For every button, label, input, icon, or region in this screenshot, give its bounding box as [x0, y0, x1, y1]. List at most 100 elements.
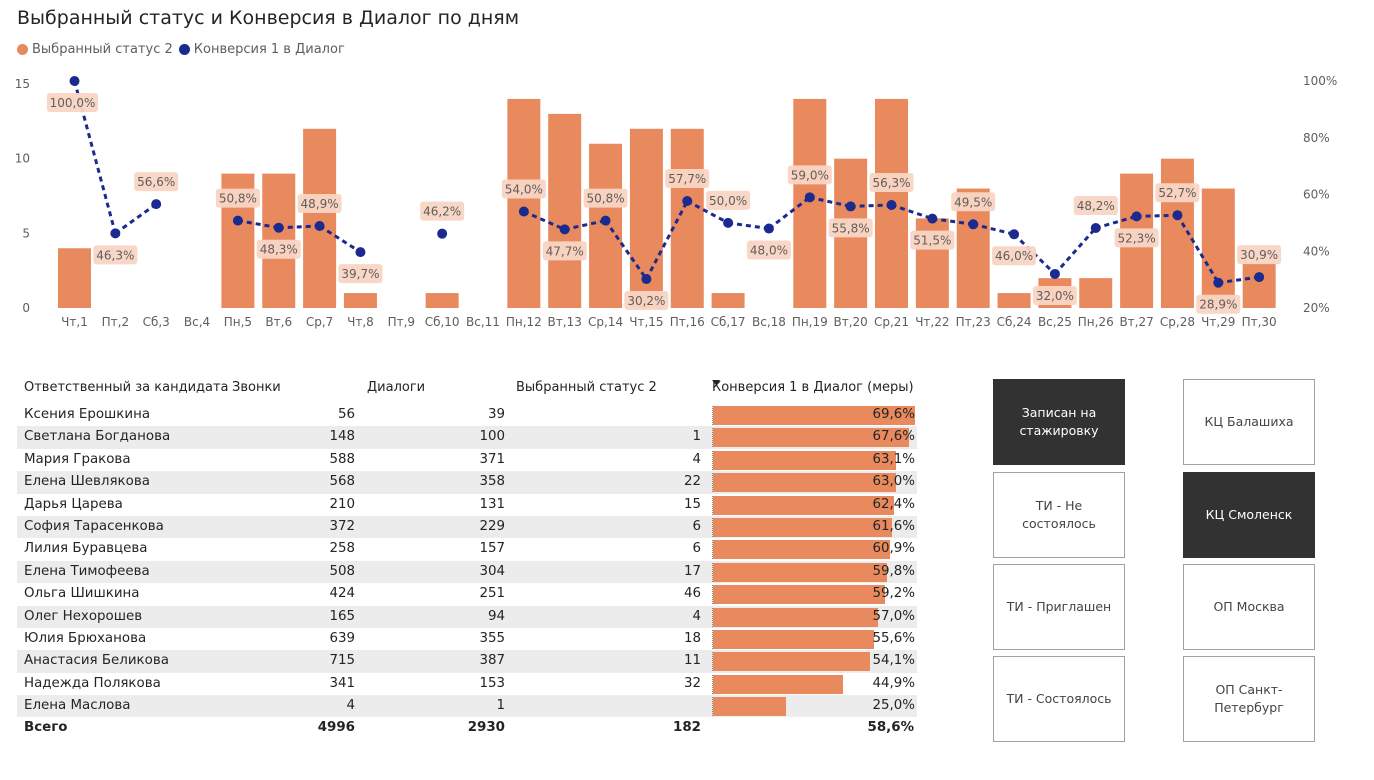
data-label: 56,3% [872, 176, 910, 190]
series-line-segment [1053, 226, 1097, 275]
legend-swatch-status [17, 44, 28, 55]
table-row[interactable]: Анастасия Беликова 715 387 11 54,1% [17, 650, 917, 673]
data-label-bg [420, 201, 465, 221]
x-tick-label: Сб,10 [425, 315, 460, 329]
table-row[interactable]: Елена Маслова 4 1 25,0% [17, 695, 917, 718]
slicer-office-smolensk[interactable]: КЦ Смоленск [1183, 472, 1315, 558]
cell-name: Мария Гракова [24, 451, 131, 467]
col-header-status[interactable]: Выбранный статус 2 [516, 380, 657, 395]
y-left-tick-label: 10 [15, 152, 30, 166]
line-point [723, 217, 734, 228]
slicer-status-not-held[interactable]: ТИ - Не состоялось [993, 472, 1125, 558]
data-label: 50,8% [219, 192, 257, 206]
table-row[interactable]: Надежда Полякова 341 153 32 44,9% [17, 673, 917, 695]
data-label: 50,0% [709, 194, 747, 208]
slicer-office-balashikha[interactable]: КЦ Балашиха [1183, 379, 1315, 465]
line-point [151, 199, 162, 210]
line-point [232, 215, 243, 226]
cell-conversion: 61,6% [872, 518, 915, 534]
table-row[interactable]: Ольга Шишкина 424 251 46 59,2% [17, 583, 917, 605]
table-row[interactable]: Дарья Царева 210 131 15 62,4% [17, 494, 917, 516]
slicer-label: ОП Санкт-Петербург [1214, 682, 1284, 715]
conversion-bar [713, 517, 892, 537]
slicer-status-internship[interactable]: Записан на стажировку [993, 379, 1125, 465]
legend-item-conversion[interactable]: Конверсия 1 в Диалог [178, 42, 345, 57]
table-row[interactable]: Олег Нехорошев 165 94 4 57,0% [17, 605, 917, 628]
bar [303, 128, 337, 308]
cell-status: 17 [683, 563, 701, 579]
slicer-status-held[interactable]: ТИ - Состоялось [993, 656, 1125, 742]
line-point [518, 206, 529, 217]
data-label: 55,8% [832, 221, 870, 235]
cell-dialogs: 131 [479, 496, 505, 512]
cell-dialogs: 94 [487, 608, 505, 624]
slicer-label: КЦ Балашиха [1204, 414, 1294, 429]
table-row[interactable]: Юлия Брюханова 639 355 18 55,6% [17, 628, 917, 650]
combo-chart: 0 5 10 15 20% 40% 60% 80% 100% Чт,1 Пт,2 Сб,3 Вс,4 Пн… [15, 74, 1338, 329]
legend-item-status[interactable]: Выбранный статус 2 [17, 42, 173, 57]
bar [589, 143, 623, 308]
conversion-bar [713, 585, 885, 605]
line-point [273, 222, 284, 233]
y-right-tick-label: 80% [1303, 131, 1330, 145]
data-label: 46,2% [423, 205, 461, 219]
data-label-bg [215, 188, 260, 208]
cell-conversion: 57,0% [872, 608, 915, 624]
series-line-segment [645, 200, 689, 280]
conversion-bar-cell: 25,0% [712, 697, 915, 717]
cell-conversion: 69,6% [872, 407, 915, 422]
table-total-row: Всего 4996 2930 182 58,6% [17, 717, 917, 739]
cell-calls: 508 [329, 563, 355, 579]
series-line-segment [278, 224, 320, 230]
data-label: 49,5% [954, 195, 992, 209]
bar [1201, 188, 1235, 308]
slicer-office-moscow[interactable]: ОП Москва [1183, 564, 1315, 650]
col-header-calls[interactable]: Звонки [232, 380, 281, 395]
x-tick-label: Ср,21 [874, 315, 909, 329]
table-row[interactable]: Лилия Буравцева 258 157 6 60,9% [17, 538, 917, 560]
data-label-bg [338, 264, 383, 284]
data-label: 30,2% [627, 294, 665, 308]
table-body: Ксения Ерошкина 56 39 69,6% Светлана Богдано… [17, 404, 917, 718]
conversion-bar [713, 495, 895, 515]
table-row[interactable]: София Тарасенкова 372 229 6 61,6% [17, 515, 917, 539]
line-point [927, 213, 938, 224]
line-point [69, 76, 80, 86]
cell-status: 6 [692, 518, 701, 534]
x-tick-label: Чт,29 [1201, 315, 1235, 329]
cell-dialogs: 251 [479, 586, 505, 602]
x-tick-label: Чт,1 [61, 315, 88, 329]
table-header: Ответственный за кандидата Звонки Диалог… [17, 374, 917, 404]
cell-status: 15 [683, 496, 701, 512]
data-label-bg [746, 240, 791, 260]
data-label-bg [46, 93, 99, 112]
table-row[interactable]: Елена Тимофеева 508 304 17 59,8% [17, 560, 917, 584]
cell-status: 4 [692, 451, 701, 467]
table-row[interactable]: Мария Гракова 588 371 4 63,1% [17, 449, 917, 471]
col-header-dialogs[interactable]: Диалоги [367, 380, 426, 395]
data-label-bg [706, 190, 751, 210]
data-label-bg [134, 172, 179, 192]
conversion-bar [713, 652, 870, 672]
table-row[interactable]: Светлана Богданова 148 100 1 67,6% [17, 426, 917, 449]
series-line-segment [809, 195, 851, 208]
col-header-conversion[interactable]: Конверсия 1 в Диалог (меры) [712, 380, 914, 395]
data-label-bg [869, 172, 914, 192]
data-label: 32,0% [1036, 289, 1074, 303]
series-line-segment [932, 217, 974, 226]
legend-label-status: Выбранный статус 2 [32, 42, 173, 57]
slicer-status-invited[interactable]: ТИ - Приглашен [993, 564, 1125, 650]
cell-calls: 148 [329, 429, 355, 445]
conversion-bar [713, 562, 887, 582]
sort-descending-icon[interactable] [712, 380, 720, 385]
col-header-name[interactable]: Ответственный за кандидата [24, 380, 229, 395]
cell-name: Елена Тимофеева [24, 563, 150, 579]
slicer-office-spb[interactable]: ОП Санкт-Петербург [1183, 656, 1315, 742]
total-calls: 4996 [317, 720, 355, 736]
cell-status: 4 [692, 608, 701, 624]
series-line-segment [1218, 275, 1260, 285]
bar [58, 248, 91, 308]
table-row[interactable]: Ксения Ерошкина 56 39 69,6% [17, 404, 917, 426]
table-row[interactable]: Елена Шевлякова 568 358 22 63,0% [17, 471, 917, 494]
y-right-tick-label: 40% [1303, 244, 1330, 258]
